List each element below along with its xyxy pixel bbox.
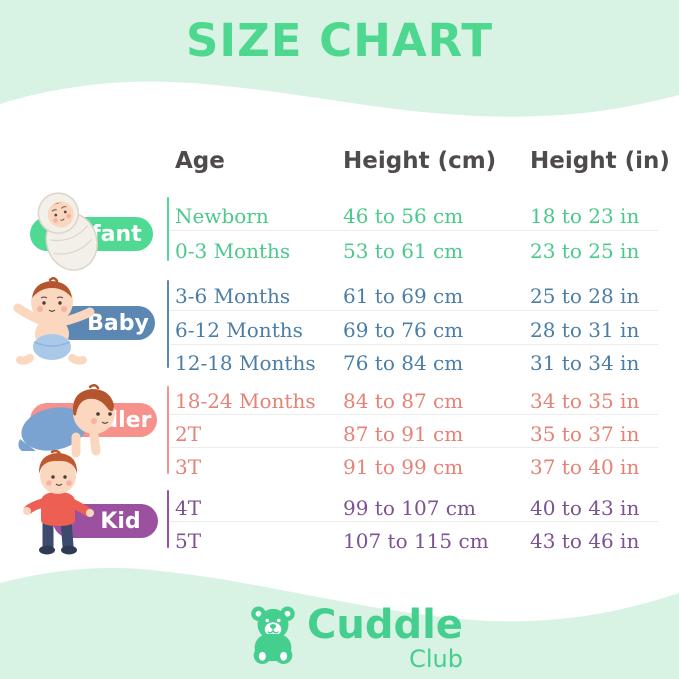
height-in-cell: 40 to 43 in: [530, 496, 640, 520]
height-cm-cell: 61 to 69 cm: [343, 284, 464, 308]
height-cm-cell: 84 to 87 cm: [343, 389, 464, 413]
age-cell: 0-3 Months: [175, 239, 291, 263]
height-cm-cell: 53 to 61 cm: [343, 239, 464, 263]
logo-suffix-text: Club: [409, 645, 463, 673]
height-in-cell: 34 to 35 in: [530, 389, 640, 413]
row-divider: [170, 310, 658, 311]
table-row: 12-18 Months 76 to 84 cm 31 to 34 in: [175, 350, 665, 376]
table-row: 18-24 Months 84 to 87 cm 34 to 35 in: [175, 388, 665, 414]
age-cell: 3T: [175, 455, 202, 479]
table-row: Newborn 46 to 56 cm 18 to 23 in: [175, 203, 665, 229]
page-title: SIZE CHART: [185, 14, 494, 67]
age-cell: 2T: [175, 422, 202, 446]
table-row: 3-6 Months 61 to 69 cm 25 to 28 in: [175, 283, 665, 309]
table-row: 2T 87 to 91 cm 35 to 37 in: [175, 421, 665, 447]
age-cell: 4T: [175, 496, 202, 520]
height-cm-cell: 76 to 84 cm: [343, 351, 464, 375]
column-header-height-in: Height (in): [530, 148, 670, 174]
crawling-toddler-illustration: [18, 384, 115, 458]
height-in-cell: 37 to 40 in: [530, 455, 640, 479]
kid-group-label: Kid: [100, 508, 141, 534]
height-cm-cell: 46 to 56 cm: [343, 204, 464, 228]
table-row: 3T 91 to 99 cm 37 to 40 in: [175, 454, 665, 480]
table-row: 6-12 Months 69 to 76 cm 28 to 31 in: [175, 317, 665, 343]
height-cm-cell: 91 to 99 cm: [343, 455, 464, 479]
height-in-cell: 35 to 37 in: [530, 422, 640, 446]
age-cell: 3-6 Months: [175, 284, 291, 308]
row-divider: [170, 521, 658, 522]
row-divider: [170, 344, 658, 345]
height-in-cell: 31 to 34 in: [530, 351, 640, 375]
toddler-group-line: [167, 386, 169, 474]
age-cell: 5T: [175, 529, 202, 553]
baby-group-label: Baby: [87, 310, 149, 336]
row-divider: [170, 447, 658, 448]
age-cell: Newborn: [175, 204, 269, 228]
baby-group-line: [167, 280, 169, 368]
column-header-age: Age: [175, 148, 225, 174]
age-cell: 6-12 Months: [175, 318, 303, 342]
swaddled-infant-illustration: [37, 192, 98, 271]
standing-kid-illustration: [23, 450, 94, 555]
height-in-cell: 43 to 46 in: [530, 529, 640, 553]
row-divider: [170, 230, 658, 231]
infant-group-line: [167, 197, 169, 261]
teddy-bear-icon: [251, 606, 295, 664]
age-cell: 12-18 Months: [175, 351, 316, 375]
table-row: 5T 107 to 115 cm 43 to 46 in: [175, 528, 665, 554]
logo-wordmark: Cuddle Club: [307, 604, 463, 672]
row-divider: [170, 414, 658, 415]
age-cell: 18-24 Months: [175, 389, 316, 413]
sitting-baby-illustration: [13, 277, 95, 365]
brand-logo: Cuddle Club: [244, 604, 463, 672]
height-cm-cell: 69 to 76 cm: [343, 318, 464, 342]
height-in-cell: 28 to 31 in: [530, 318, 640, 342]
logo-brand-text: Cuddle: [307, 602, 463, 648]
height-cm-cell: 87 to 91 cm: [343, 422, 464, 446]
height-cm-cell: 99 to 107 cm: [343, 496, 476, 520]
column-header-height-cm: Height (cm): [343, 148, 497, 174]
table-row: 4T 99 to 107 cm 40 to 43 in: [175, 495, 665, 521]
height-in-cell: 18 to 23 in: [530, 204, 640, 228]
kid-group-line: [167, 490, 169, 548]
table-row: 0-3 Months 53 to 61 cm 23 to 25 in: [175, 238, 665, 264]
height-in-cell: 23 to 25 in: [530, 239, 640, 263]
height-cm-cell: 107 to 115 cm: [343, 529, 489, 553]
height-in-cell: 25 to 28 in: [530, 284, 640, 308]
